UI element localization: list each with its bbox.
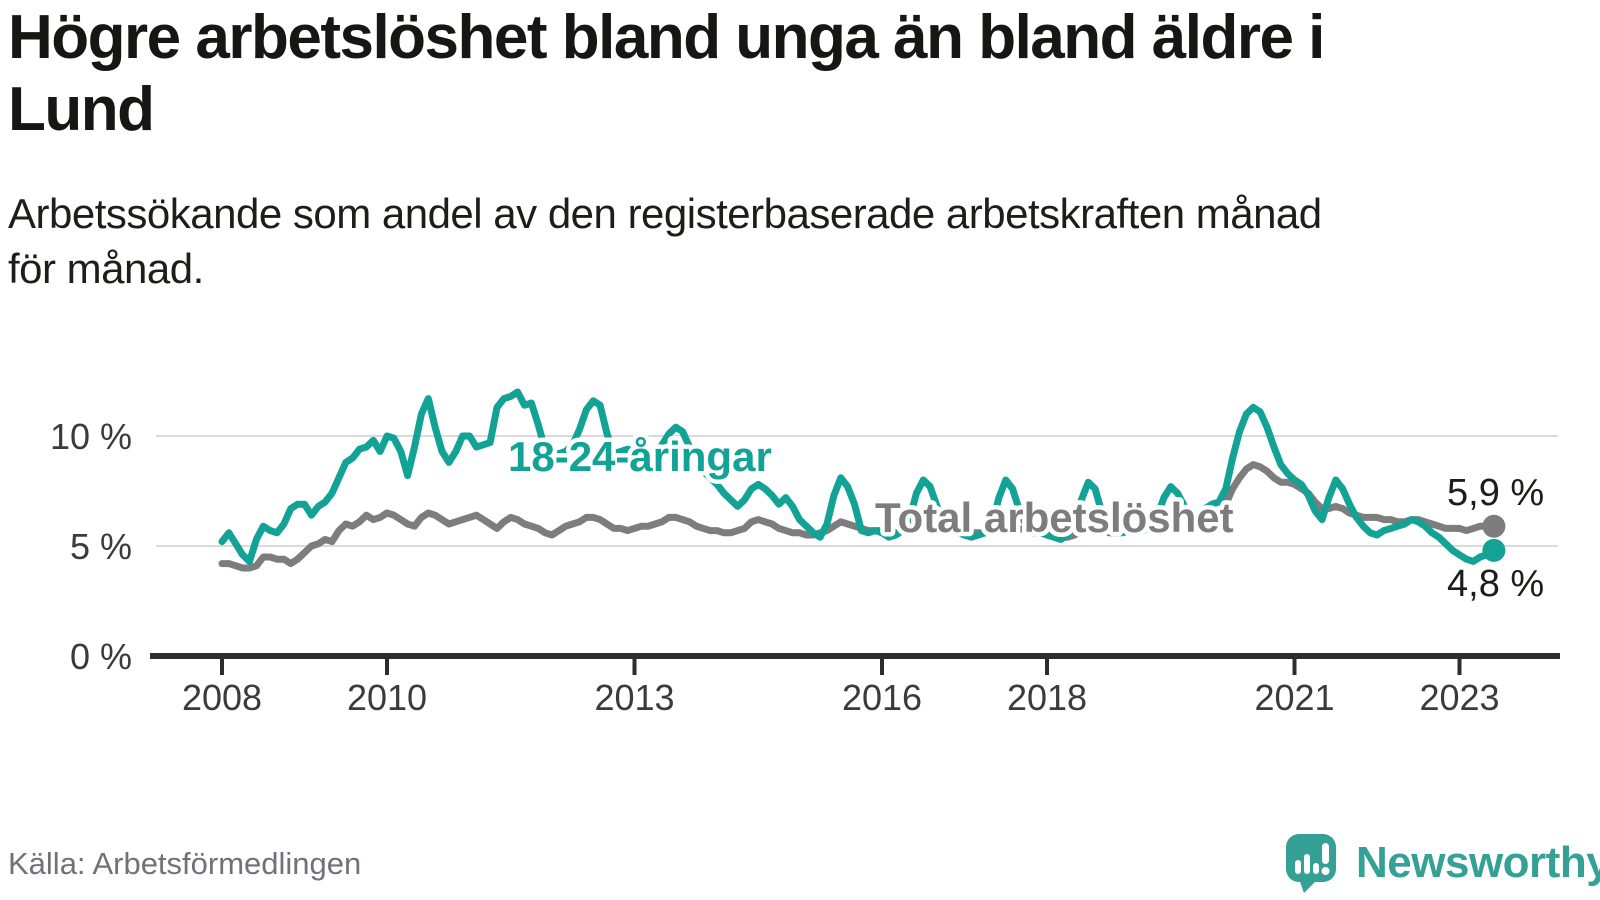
x-tick-label-2010: 2010 (347, 677, 427, 718)
x-tick-label-2023: 2023 (1419, 677, 1499, 718)
page-title-line-1: Högre arbetslöshet bland unga än bland ä… (8, 3, 1325, 72)
series-end-dot-1 (1482, 538, 1506, 562)
x-axis: 0 % 5 % 10 % 2008 2010 2013 2016 2018 2021 2023 (50, 416, 1560, 718)
series-end-dot-0 (1482, 514, 1506, 538)
series-lines (218, 388, 1506, 572)
source-caption: Källa: Arbetsförmedlingen (8, 846, 362, 881)
series-label-young: 18-24-åringar (508, 433, 772, 480)
page-title: Högre arbetslöshet bland unga än bland ä… (8, 2, 1325, 146)
newsworthy-logo-mark-icon (1286, 834, 1336, 893)
series-label-total: Total arbetslöshet (875, 494, 1234, 541)
series-line-1 (218, 388, 1498, 565)
end-value-young: 4,8 % (1447, 563, 1544, 605)
y-tick-label-0: 0 % (70, 636, 132, 677)
y-tick-label-5: 5 % (70, 526, 132, 567)
x-tick-label-2016: 2016 (842, 677, 922, 718)
page-title-line-2: Lund (8, 74, 155, 144)
chart-subtitle: Arbetssökande som andel av den registerb… (8, 186, 1322, 297)
x-tick-label-2013: 2013 (594, 677, 674, 718)
newsworthy-logo: Newsworthy (1284, 832, 1600, 894)
newsworthy-logo-text: Newsworthy (1356, 838, 1600, 887)
y-tick-label-10: 10 % (50, 416, 132, 457)
x-tick-label-2021: 2021 (1254, 677, 1334, 718)
x-tick-label-2018: 2018 (1007, 677, 1087, 718)
chart-subtitle-line-1: Arbetssökande som andel av den registerb… (8, 190, 1322, 237)
chart-subtitle-line-2: för månad. (8, 245, 204, 293)
end-value-total: 5,9 % (1447, 472, 1544, 514)
x-tick-label-2008: 2008 (182, 677, 262, 718)
